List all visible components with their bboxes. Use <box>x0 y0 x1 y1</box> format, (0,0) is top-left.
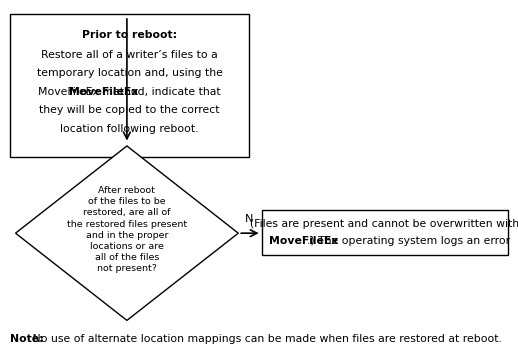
Text: No use of alternate location mappings can be made when files are restored at reb: No use of alternate location mappings ca… <box>29 334 502 344</box>
Text: (Files are present and cannot be overwritten with: (Files are present and cannot be overwri… <box>250 219 518 229</box>
Text: they will be copied to the correct: they will be copied to the correct <box>39 105 220 115</box>
Text: Prior to reboot:: Prior to reboot: <box>82 30 177 40</box>
Text: .) The operating system logs an error: .) The operating system logs an error <box>307 236 510 246</box>
Polygon shape <box>16 146 238 320</box>
Text: Note:: Note: <box>10 334 44 344</box>
Text: N: N <box>244 214 253 224</box>
Text: location following reboot.: location following reboot. <box>60 124 199 134</box>
Text: Restore all of a writer’s files to a: Restore all of a writer’s files to a <box>41 50 218 60</box>
Text: MoveFileEx: MoveFileEx <box>69 87 138 97</box>
Text: MoveFileEx: MoveFileEx <box>269 236 339 246</box>
Text: MoveFileEx method, indicate that: MoveFileEx method, indicate that <box>38 87 221 97</box>
FancyBboxPatch shape <box>10 14 249 157</box>
Text: After reboot
of the files to be
restored, are all of
the restored files present
: After reboot of the files to be restored… <box>67 186 187 273</box>
FancyBboxPatch shape <box>262 210 508 255</box>
Text: temporary location and, using the: temporary location and, using the <box>37 68 222 78</box>
